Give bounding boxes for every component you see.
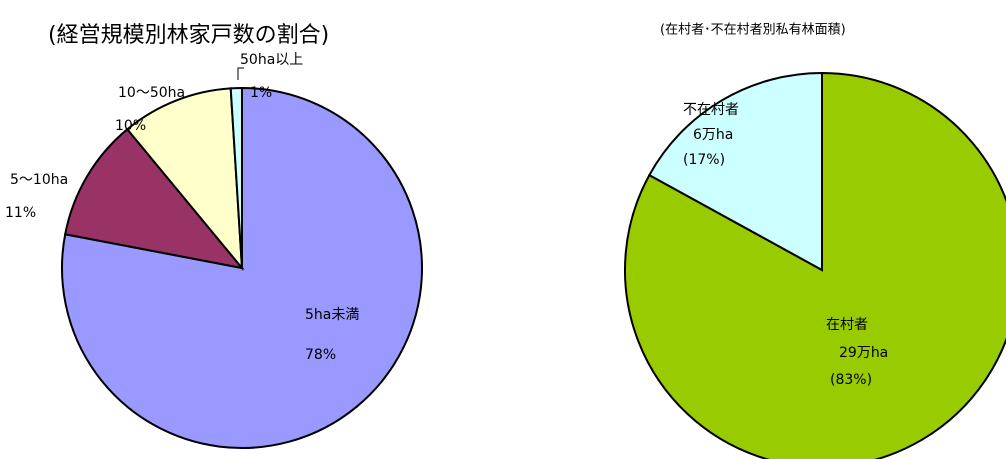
pie-slice — [61, 86, 423, 449]
slice-label: 不在村者 — [683, 102, 739, 118]
pie-slice — [624, 71, 1006, 459]
leader-line — [237, 67, 244, 80]
pie-slice — [648, 71, 823, 272]
slice-label: 50ha以上 — [240, 52, 303, 68]
slice-label: 10～50ha — [118, 85, 185, 101]
slice-value-label: 1% — [250, 85, 272, 101]
pie-slice — [125, 87, 244, 272]
slice-value-label: 78% — [305, 347, 336, 363]
chart-title: (在村者･不在村者別私有林面積) — [660, 23, 846, 38]
slice-value-label: (17%) — [683, 152, 725, 168]
slice-value-label: 11% — [5, 205, 36, 221]
slice-label: 5～10ha — [10, 172, 68, 188]
slice-value-label: 10% — [115, 118, 146, 134]
pie-slice — [229, 86, 243, 269]
chart-title: (経営規模別林家戸数の割合) — [48, 23, 329, 48]
pie-slice — [64, 127, 245, 270]
slice-value-label: (83%) — [830, 372, 872, 388]
slice-label: 在村者 — [826, 317, 868, 333]
slice-label: 5ha未満 — [305, 307, 359, 323]
slice-value-label: 6万ha — [693, 127, 733, 143]
slice-value-label: 29万ha — [839, 345, 888, 361]
